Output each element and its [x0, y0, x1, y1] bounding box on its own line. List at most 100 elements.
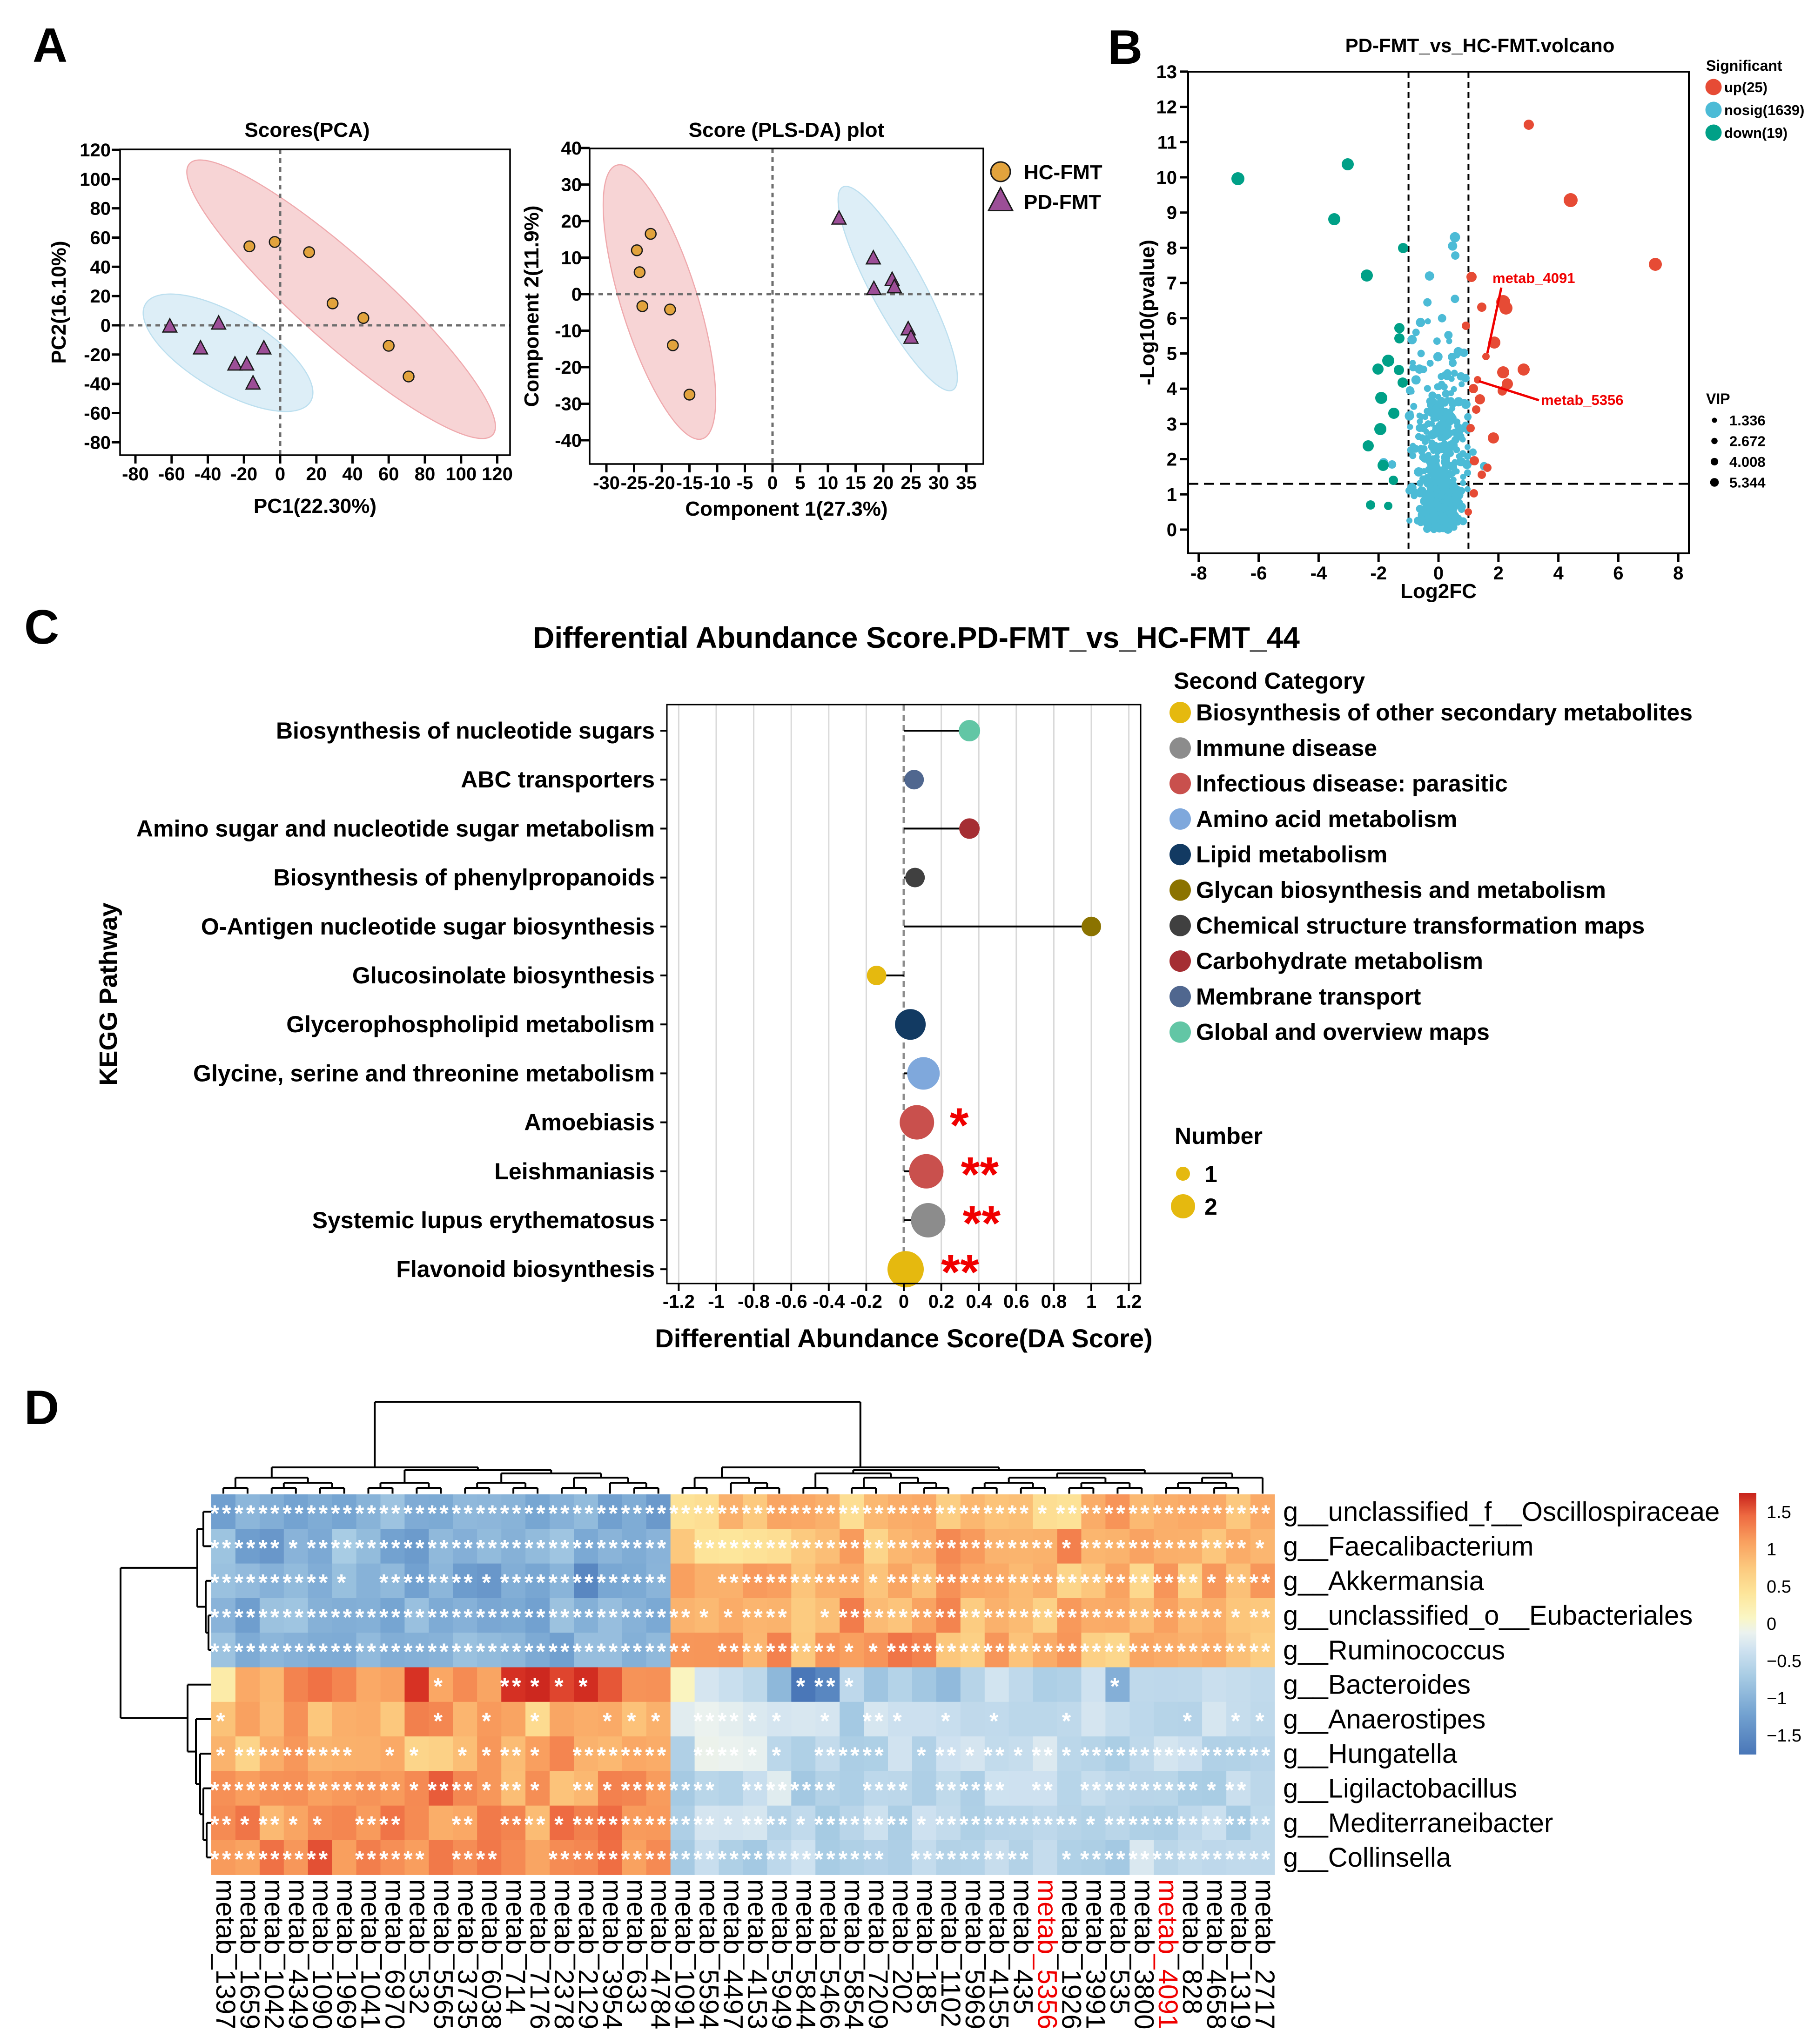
svg-text:*: *	[410, 1777, 421, 1803]
svg-text:metab_2717: metab_2717	[1250, 1879, 1280, 2029]
svg-text:**: **	[307, 1535, 330, 1561]
svg-text:**: **	[355, 1639, 379, 1665]
svg-text:*: *	[627, 1708, 639, 1734]
svg-text:*: *	[289, 1812, 300, 1838]
svg-text:**: **	[355, 1535, 379, 1561]
svg-text:metab_5565: metab_5565	[428, 1879, 458, 2029]
svg-text:**: **	[718, 1846, 741, 1872]
svg-text:25: 25	[901, 473, 921, 493]
svg-text:**: **	[500, 1604, 524, 1630]
svg-text:**: **	[839, 1535, 862, 1561]
svg-text:*: *	[748, 1708, 759, 1734]
svg-text:**: **	[669, 1639, 693, 1665]
svg-text:**: **	[693, 1500, 717, 1526]
svg-text:**: **	[572, 1500, 596, 1526]
svg-text:**: **	[1201, 1846, 1225, 1872]
svg-text:**: **	[524, 1639, 548, 1665]
svg-text:**: **	[693, 1846, 717, 1872]
svg-text:**: **	[1008, 1570, 1031, 1596]
svg-text:**: **	[887, 1777, 911, 1803]
svg-text:**: **	[234, 1639, 258, 1665]
svg-text:-80: -80	[122, 464, 149, 484]
svg-text:g__Ruminococcus: g__Ruminococcus	[1283, 1635, 1505, 1665]
svg-text:100: 100	[445, 464, 477, 484]
svg-text:**: **	[500, 1570, 524, 1596]
svg-text:*: *	[820, 1604, 832, 1630]
svg-text:-10: -10	[704, 473, 731, 493]
svg-text:**: **	[1056, 1639, 1080, 1665]
svg-text:Biosynthesis of other secondar: Biosynthesis of other secondary metaboli…	[1196, 699, 1693, 726]
svg-text:**: **	[911, 1639, 934, 1665]
svg-text:**: **	[814, 1812, 838, 1838]
svg-text:**: **	[1153, 1846, 1176, 1872]
svg-text:*: *	[868, 1639, 880, 1665]
svg-text:**: **	[258, 1846, 282, 1872]
svg-text:*: *	[748, 1742, 759, 1768]
svg-text:**: **	[331, 1604, 355, 1630]
svg-text:-0.6: -0.6	[775, 1291, 807, 1312]
svg-text:g__Hungatella: g__Hungatella	[1283, 1739, 1458, 1769]
svg-text:**: **	[282, 1846, 306, 1872]
svg-text:**: **	[693, 1777, 717, 1803]
svg-text:metab_4497: metab_4497	[718, 1879, 748, 2029]
svg-text:**: **	[1032, 1742, 1055, 1768]
svg-text:*: *	[1038, 1500, 1049, 1526]
svg-text:g__Akkermansia: g__Akkermansia	[1283, 1566, 1485, 1596]
svg-text:**: **	[814, 1500, 838, 1526]
svg-text:*: *	[530, 1708, 542, 1734]
svg-text:0.6: 0.6	[1003, 1291, 1029, 1312]
svg-text:-20: -20	[84, 345, 111, 365]
svg-text:**: **	[1008, 1604, 1031, 1630]
svg-text:**: **	[1153, 1570, 1176, 1596]
svg-text:**: **	[766, 1777, 790, 1803]
svg-text:metab_1042: metab_1042	[259, 1879, 289, 2029]
svg-text:**: **	[355, 1812, 379, 1838]
svg-text:**: **	[959, 1777, 983, 1803]
svg-text:**: **	[983, 1500, 1007, 1526]
svg-text:**: **	[814, 1535, 838, 1561]
svg-text:**: **	[1032, 1604, 1055, 1630]
svg-text:**: **	[1250, 1604, 1273, 1630]
svg-text:**: **	[572, 1639, 596, 1665]
svg-text:*: *	[917, 1742, 928, 1768]
svg-text:**: **	[718, 1500, 741, 1526]
svg-text:**: **	[645, 1742, 669, 1768]
svg-text:**: **	[1032, 1777, 1055, 1803]
svg-text:metab_633: metab_633	[621, 1879, 652, 2014]
svg-text:*: *	[603, 1777, 614, 1803]
svg-text:**: **	[766, 1846, 790, 1872]
svg-text:**: **	[693, 1742, 717, 1768]
svg-text:*: *	[1231, 1708, 1243, 1734]
svg-text:**: **	[1080, 1846, 1104, 1872]
svg-text:-0.4: -0.4	[813, 1291, 845, 1312]
svg-text:80: 80	[415, 464, 436, 484]
svg-text:**: **	[742, 1846, 766, 1872]
svg-text:**: **	[959, 1500, 983, 1526]
svg-text:0: 0	[275, 464, 285, 484]
svg-text:**: **	[935, 1639, 959, 1665]
svg-text:*: *	[844, 1639, 856, 1665]
svg-text:**: **	[863, 1777, 887, 1803]
svg-text:PD-FMT: PD-FMT	[1024, 191, 1101, 214]
svg-text:metab_4658: metab_4658	[1201, 1879, 1231, 2029]
svg-text:*: *	[434, 1708, 445, 1734]
svg-text:**: **	[1104, 1777, 1128, 1803]
svg-text:*: *	[724, 1812, 735, 1838]
svg-text:*: *	[603, 1708, 614, 1734]
svg-text:Biosynthesis of phenylpropanoi: Biosynthesis of phenylpropanoids	[273, 865, 655, 891]
svg-text:*: *	[1255, 1535, 1267, 1561]
svg-text:O-Antigen nucleotide sugar bio: O-Antigen nucleotide sugar biosynthesis	[201, 914, 655, 940]
svg-text:**: **	[307, 1777, 330, 1803]
svg-text:**: **	[766, 1604, 790, 1630]
svg-text:5: 5	[1167, 344, 1177, 364]
svg-text:**: **	[379, 1812, 403, 1838]
svg-text:metab_5466: metab_5466	[814, 1879, 845, 2029]
svg-text:Significant: Significant	[1706, 57, 1782, 74]
svg-text:**: **	[210, 1570, 234, 1596]
svg-text:**: **	[307, 1604, 330, 1630]
svg-text:**: **	[355, 1604, 379, 1630]
svg-text:Log2FC: Log2FC	[1400, 580, 1477, 603]
svg-text:**: **	[597, 1500, 620, 1526]
svg-text:*: *	[941, 1708, 953, 1734]
svg-text:0: 0	[1167, 520, 1177, 540]
